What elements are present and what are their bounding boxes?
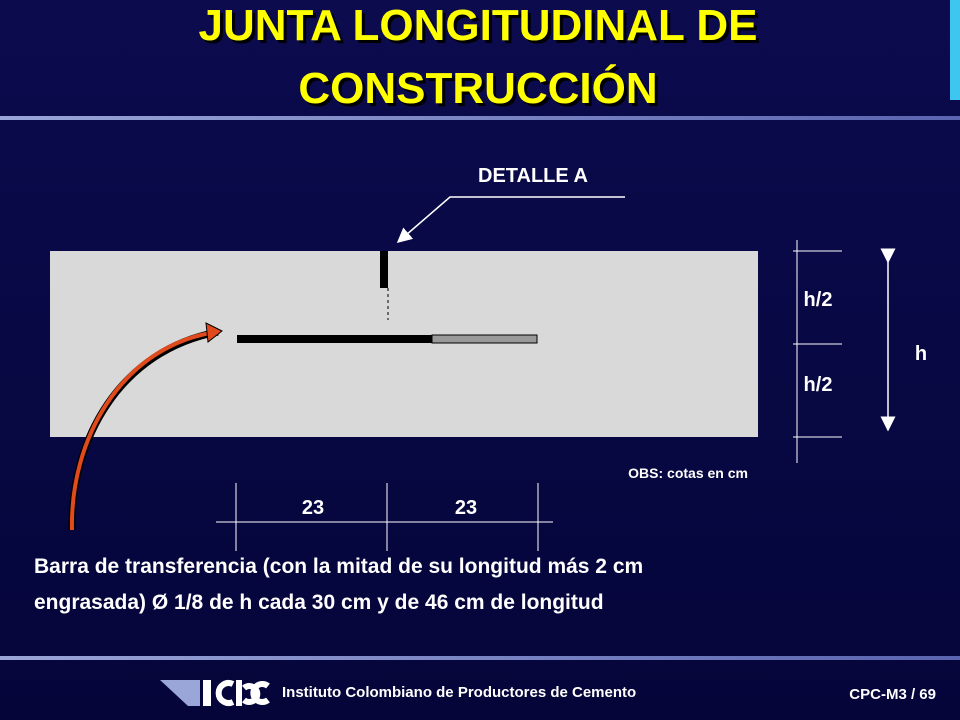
callout-arrowhead [205,322,223,343]
title-shadow: JUNTA LONGITUDINAL DE [202,4,761,53]
caption: Barra de transferencia (con la mitad de … [34,555,643,578]
dim-label: h/2 [804,374,833,396]
note: OBS: cotas en cm [628,465,748,481]
dim-label: 23 [302,497,324,519]
footer-rule [0,656,960,660]
dowel-greased [431,334,538,344]
title: CONSTRUCCIÓN [298,63,657,113]
slab [50,251,758,437]
caption: engrasada) Ø 1/8 de h cada 30 cm y de 46… [34,591,604,614]
logo-mark [242,683,261,705]
dowel-bonded [237,335,432,343]
logo [160,680,270,706]
callout-arrow [69,331,211,531]
accent [950,0,960,100]
dim-label: h/2 [804,289,833,311]
logo-mark [236,680,242,706]
saw-cut [380,251,388,288]
title: JUNTA LONGITUDINAL DE [199,1,758,50]
slide-id: CPC-M3 / 69 [849,686,936,703]
height-dims [793,240,896,463]
logo-mark [203,680,211,706]
logo-mark [215,680,235,706]
dim-label: 23 [455,497,477,519]
title-rule [0,116,960,120]
span-dims [216,483,553,551]
title-shadow: CONSTRUCCIÓN [301,66,660,116]
logo-mark [250,681,270,705]
logo-mark [160,680,200,706]
institute: Instituto Colombiano de Productores de C… [282,684,636,701]
detail-label: DETALLE A [478,165,588,187]
dim-label: h [915,343,927,365]
detail-pointer [396,196,625,243]
